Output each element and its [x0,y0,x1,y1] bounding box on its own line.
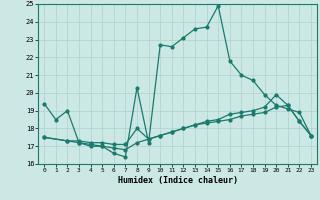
X-axis label: Humidex (Indice chaleur): Humidex (Indice chaleur) [118,176,238,185]
